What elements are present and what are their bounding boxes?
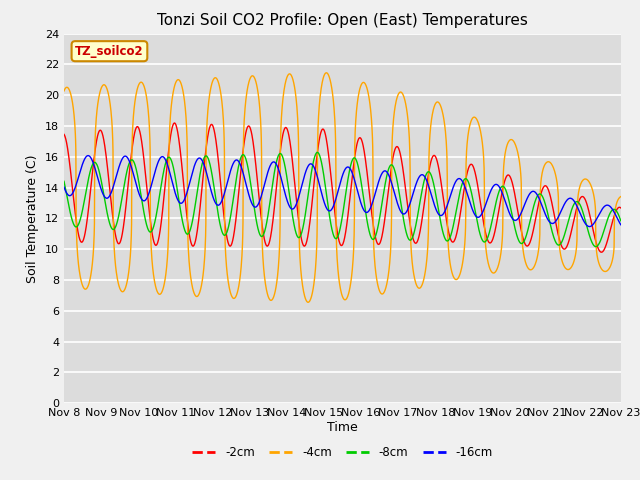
-2cm (617, 205, 625, 211)
-16cm (586, 224, 593, 229)
-16cm (216, 202, 223, 207)
-8cm (216, 217, 223, 223)
-2cm (216, 169, 223, 175)
Line: -16cm: -16cm (64, 156, 621, 227)
-16cm (359, 205, 367, 211)
-8cm (568, 206, 575, 212)
Y-axis label: Soil Temperature (C): Soil Temperature (C) (26, 154, 39, 283)
-16cm (617, 222, 625, 228)
Line: -4cm: -4cm (64, 73, 621, 302)
-8cm (592, 244, 600, 250)
-2cm (371, 231, 379, 237)
-8cm (359, 189, 367, 195)
-4cm (617, 194, 625, 200)
-16cm (84, 153, 92, 158)
-8cm (371, 235, 379, 240)
-2cm (584, 203, 591, 208)
-2cm (359, 141, 367, 146)
-2cm (504, 172, 512, 178)
-4cm (359, 80, 367, 85)
-2cm (60, 132, 68, 137)
Text: TZ_soilco2: TZ_soilco2 (75, 45, 144, 58)
Line: -2cm: -2cm (64, 123, 621, 252)
Title: Tonzi Soil CO2 Profile: Open (East) Temperatures: Tonzi Soil CO2 Profile: Open (East) Temp… (157, 13, 528, 28)
Line: -8cm: -8cm (64, 152, 621, 247)
-8cm (617, 218, 625, 224)
-16cm (584, 223, 591, 228)
-2cm (598, 249, 605, 255)
-4cm (323, 70, 330, 76)
-4cm (568, 263, 576, 269)
-4cm (371, 263, 379, 268)
-4cm (505, 139, 513, 144)
-8cm (504, 195, 512, 201)
-16cm (60, 184, 68, 190)
-16cm (504, 207, 512, 213)
-4cm (584, 177, 591, 183)
X-axis label: Time: Time (327, 421, 358, 434)
-2cm (170, 120, 178, 126)
-16cm (371, 192, 379, 198)
-8cm (60, 179, 68, 184)
-2cm (568, 227, 575, 232)
-16cm (568, 196, 575, 202)
-4cm (60, 88, 68, 94)
-8cm (584, 225, 591, 231)
Legend: -2cm, -4cm, -8cm, -16cm: -2cm, -4cm, -8cm, -16cm (187, 442, 498, 464)
-4cm (216, 83, 223, 88)
-8cm (314, 149, 321, 155)
-4cm (305, 300, 312, 305)
